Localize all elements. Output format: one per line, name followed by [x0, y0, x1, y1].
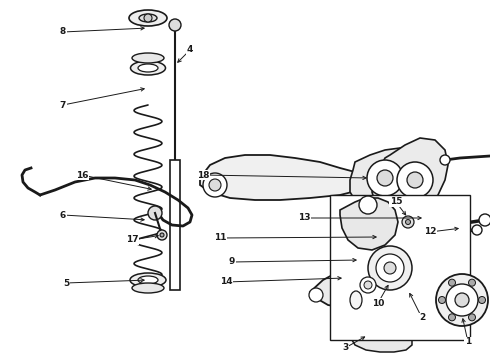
Circle shape: [399, 253, 411, 265]
Circle shape: [406, 229, 418, 241]
Text: 8: 8: [60, 27, 66, 36]
Text: 6: 6: [60, 211, 66, 220]
Circle shape: [436, 274, 488, 326]
Polygon shape: [310, 268, 378, 308]
Circle shape: [439, 297, 445, 303]
Text: 16: 16: [76, 171, 88, 180]
Text: 2: 2: [419, 314, 425, 323]
Circle shape: [359, 196, 377, 214]
Polygon shape: [200, 155, 370, 200]
Circle shape: [342, 252, 354, 264]
Circle shape: [419, 212, 431, 224]
Circle shape: [479, 297, 486, 303]
Text: 9: 9: [229, 257, 235, 266]
Text: 4: 4: [187, 45, 193, 54]
Circle shape: [376, 254, 404, 282]
Circle shape: [448, 279, 456, 286]
Circle shape: [384, 262, 396, 274]
Text: 14: 14: [220, 278, 232, 287]
Circle shape: [397, 162, 433, 198]
Circle shape: [402, 216, 414, 228]
Circle shape: [144, 14, 152, 22]
Circle shape: [364, 281, 372, 289]
Circle shape: [309, 288, 323, 302]
Text: 13: 13: [298, 213, 310, 222]
Text: 11: 11: [214, 234, 226, 243]
Circle shape: [446, 284, 478, 316]
Bar: [170, 160, 180, 290]
Text: 12: 12: [424, 228, 436, 237]
Circle shape: [368, 246, 412, 290]
Polygon shape: [340, 198, 398, 250]
Circle shape: [377, 170, 393, 186]
Ellipse shape: [350, 291, 362, 309]
Circle shape: [440, 155, 450, 165]
Circle shape: [455, 293, 469, 307]
Polygon shape: [350, 148, 422, 205]
Circle shape: [148, 206, 162, 220]
Circle shape: [169, 19, 181, 31]
Circle shape: [209, 179, 221, 191]
Ellipse shape: [138, 64, 158, 72]
Text: 17: 17: [126, 235, 138, 244]
Ellipse shape: [132, 283, 164, 293]
Circle shape: [352, 229, 364, 241]
Ellipse shape: [132, 53, 164, 63]
Text: 18: 18: [197, 171, 209, 180]
Text: 10: 10: [372, 298, 384, 307]
Ellipse shape: [130, 273, 166, 287]
Circle shape: [472, 225, 482, 235]
Circle shape: [367, 160, 403, 196]
Circle shape: [157, 230, 167, 240]
Circle shape: [445, 223, 455, 233]
Text: 1: 1: [465, 338, 471, 346]
Circle shape: [160, 233, 164, 237]
Bar: [330, 195, 470, 340]
Circle shape: [360, 277, 376, 293]
Circle shape: [479, 214, 490, 226]
Text: 15: 15: [390, 198, 402, 207]
Circle shape: [365, 276, 379, 290]
Circle shape: [448, 314, 456, 321]
Ellipse shape: [138, 276, 158, 284]
Polygon shape: [372, 138, 448, 215]
Text: 3: 3: [342, 343, 348, 352]
Text: 7: 7: [60, 100, 66, 109]
Circle shape: [406, 220, 411, 225]
Ellipse shape: [139, 14, 157, 22]
Ellipse shape: [129, 10, 167, 26]
Circle shape: [203, 173, 227, 197]
Text: 5: 5: [63, 279, 69, 288]
Circle shape: [468, 314, 475, 321]
Circle shape: [407, 172, 423, 188]
Polygon shape: [352, 328, 412, 352]
Ellipse shape: [130, 61, 166, 75]
Circle shape: [468, 279, 475, 286]
